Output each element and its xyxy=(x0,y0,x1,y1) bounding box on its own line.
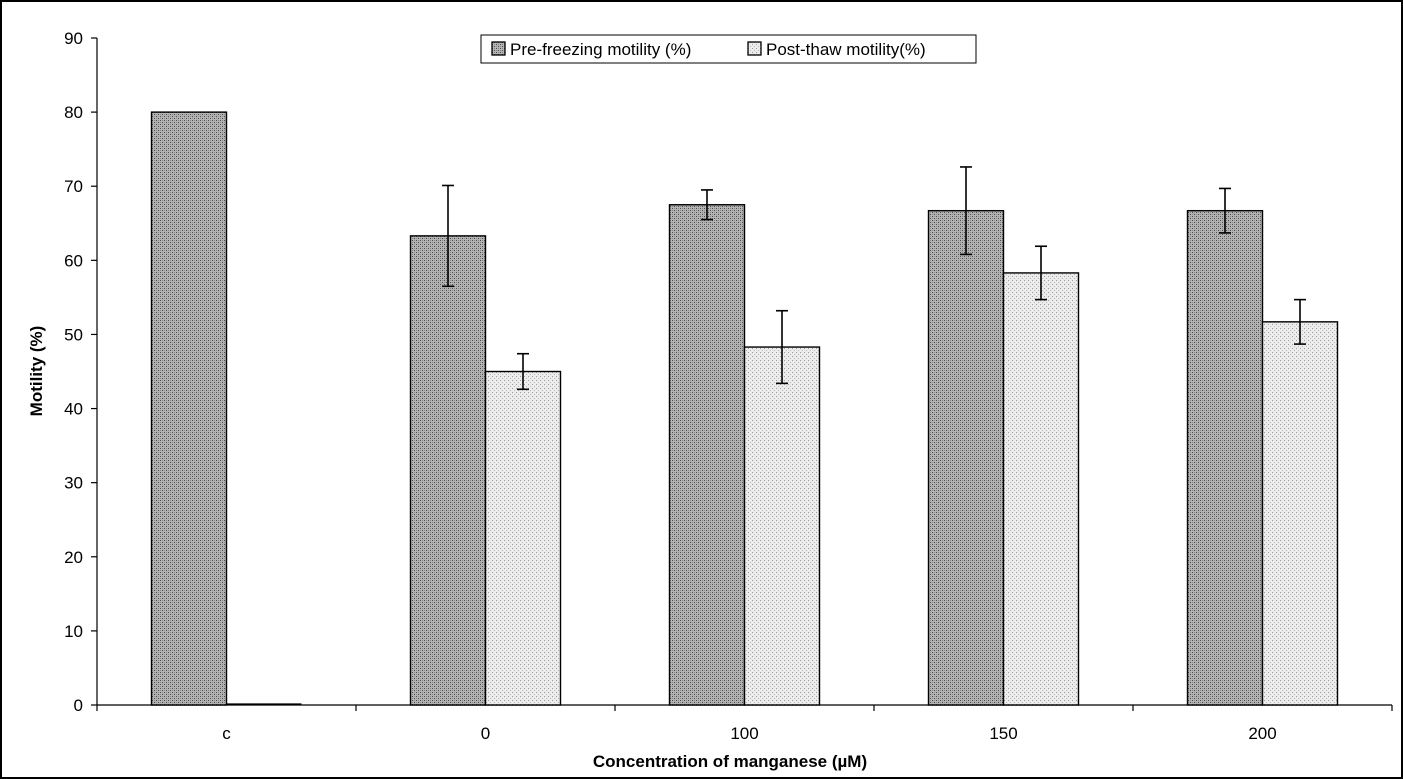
y-tick-label: 0 xyxy=(74,696,83,715)
y-tick-label: 70 xyxy=(64,177,83,196)
legend-label-post-thaw: Post-thaw motility(%) xyxy=(766,40,926,59)
y-tick-label: 10 xyxy=(64,622,83,641)
y-tick-label: 20 xyxy=(64,548,83,567)
x-tick-label: 200 xyxy=(1248,724,1276,743)
y-axis-title: Motility (%) xyxy=(27,326,46,417)
error-bars-group xyxy=(442,166,1306,391)
bar-pre-freezing xyxy=(150,111,228,706)
bars-group xyxy=(150,111,1339,706)
bar-post-thaw xyxy=(1261,321,1339,706)
bar-pre-freezing xyxy=(668,204,746,706)
legend-swatch-pre-freezing xyxy=(491,41,506,56)
bar-pre-freezing xyxy=(927,209,1005,706)
x-tick-label: 100 xyxy=(730,724,758,743)
x-axis-title: Concentration of manganese (µM) xyxy=(593,752,867,771)
y-tick-label: 90 xyxy=(64,29,83,48)
x-axis: c 0 100 150 200 xyxy=(96,704,1393,743)
x-tick-label: 150 xyxy=(989,724,1017,743)
x-tick-label: c xyxy=(222,724,231,743)
y-tick-label: 80 xyxy=(64,103,83,122)
legend-swatch-post-thaw xyxy=(747,41,762,56)
y-tick-label: 40 xyxy=(64,400,83,419)
legend: Pre-freezing motility (%) Post-thaw moti… xyxy=(480,34,977,64)
y-tick-label: 30 xyxy=(64,474,83,493)
y-axis: 0 10 20 30 40 50 60 70 80 90 xyxy=(64,29,98,715)
bar-post-thaw xyxy=(1002,272,1080,706)
y-tick-label: 50 xyxy=(64,325,83,344)
legend-box xyxy=(480,34,977,64)
legend-label-pre-freezing: Pre-freezing motility (%) xyxy=(510,40,691,59)
x-tick-label: 0 xyxy=(481,724,490,743)
bar-pre-freezing xyxy=(1186,209,1264,706)
bar-pre-freezing xyxy=(409,235,487,706)
bar-post-thaw xyxy=(484,370,562,706)
bar-post-thaw xyxy=(743,346,821,706)
y-tick-label: 60 xyxy=(64,251,83,270)
